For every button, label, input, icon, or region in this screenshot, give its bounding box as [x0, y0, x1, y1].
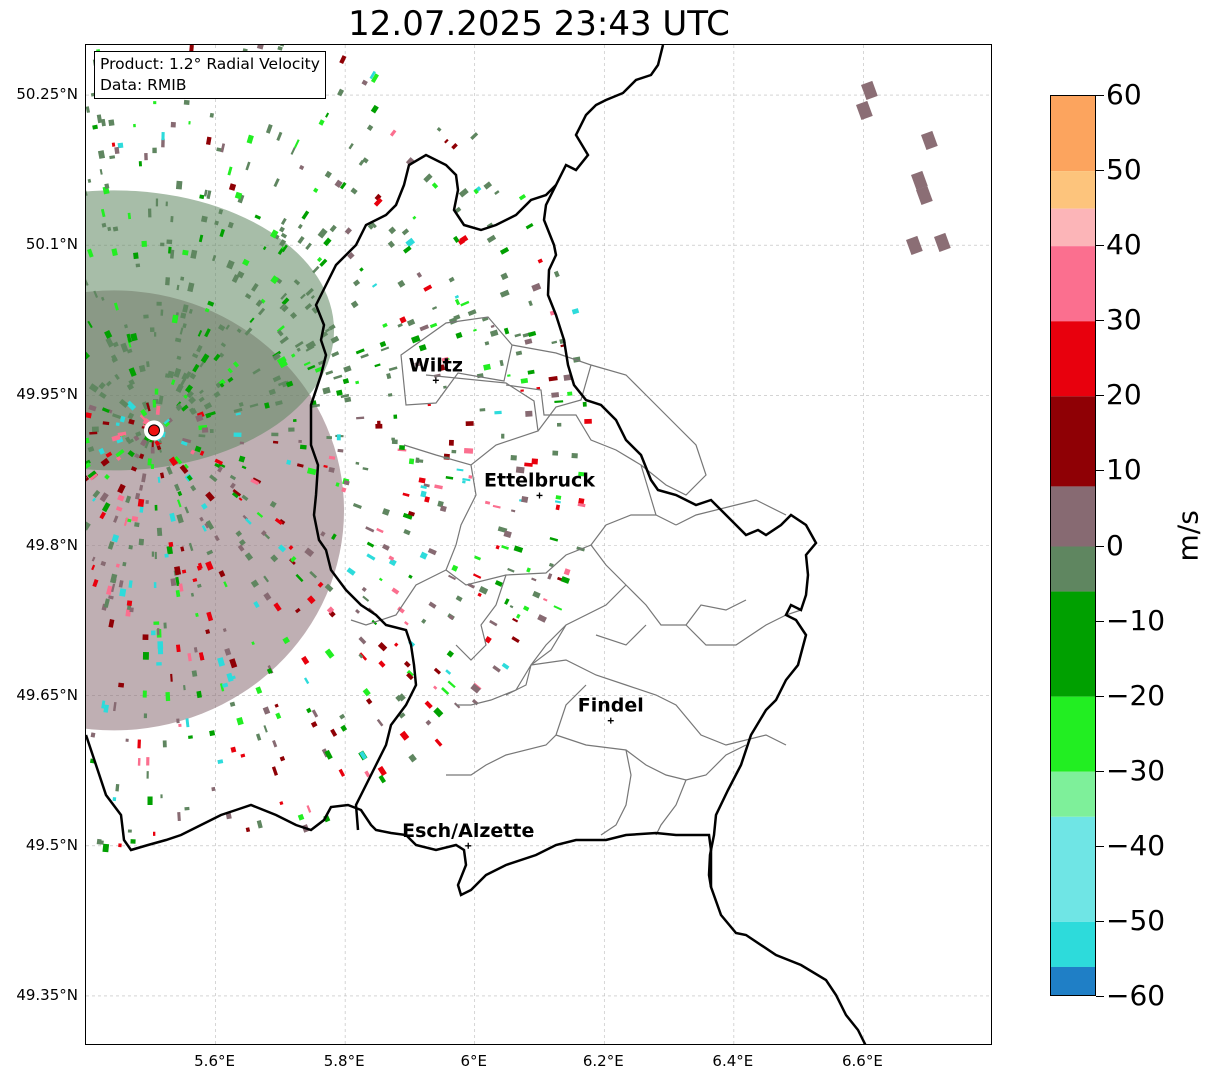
- colorbar-tick-label: 40: [1106, 228, 1142, 262]
- colorbar-band: [1051, 396, 1095, 487]
- longitude-tick-label: 6°E: [460, 1052, 487, 1070]
- city-marker: Ettelbruck: [484, 469, 595, 499]
- city-label: Findel: [578, 695, 644, 717]
- radar-echoes: [86, 45, 951, 853]
- radar-map[interactable]: Wiltz Ettelbruck Findel Esch/Alzette: [85, 44, 992, 1045]
- city-label: Esch/Alzette: [402, 820, 534, 842]
- colorbar-band: [1051, 486, 1095, 547]
- product-info-box: Product: 1.2° Radial Velocity Data: RMIB: [94, 51, 326, 99]
- city-marker: Wiltz: [409, 354, 463, 384]
- colorbar-tick-label: 30: [1106, 303, 1142, 337]
- data-source-label: Data: RMIB: [100, 76, 187, 94]
- colorbar-tick-label: 50: [1106, 153, 1142, 187]
- colorbar-tick-label: 60: [1106, 78, 1142, 111]
- colorbar-band: [1051, 696, 1095, 772]
- city-cross-icon: [432, 377, 439, 384]
- longitude-tick-label: 6.2°E: [582, 1052, 624, 1070]
- colorbar-tick-label: −50: [1106, 903, 1166, 937]
- colorbar-band: [1051, 96, 1095, 172]
- radar-site-marker: [144, 420, 165, 441]
- colorbar-band: [1051, 966, 1095, 995]
- colorbar-band: [1051, 771, 1095, 817]
- latitude-tick-label: 50.1°N: [25, 235, 78, 254]
- longitude-tick-label: 5.8°E: [323, 1052, 365, 1070]
- city-cross-icon: [607, 717, 614, 724]
- colorbar-tick-label: −20: [1106, 678, 1166, 712]
- colorbar-band: [1051, 591, 1095, 697]
- colorbar-tick-label: −60: [1106, 979, 1166, 1012]
- city-marker: Esch/Alzette: [402, 820, 534, 849]
- country-borders: [86, 45, 867, 1044]
- velocity-colorbar: [1050, 95, 1096, 996]
- radar-site-dot: [148, 424, 161, 437]
- colorbar-tick: [1096, 245, 1104, 247]
- colorbar-tick-label: −10: [1106, 603, 1166, 637]
- colorbar-band: [1051, 321, 1095, 397]
- product-label: Product: 1.2° Radial Velocity: [100, 55, 320, 73]
- colorbar-band: [1051, 546, 1095, 592]
- latitude-tick-label: 49.95°N: [16, 385, 78, 404]
- colorbar-tick: [1096, 170, 1104, 172]
- colorbar-tick: [1096, 996, 1104, 997]
- colorbar-band: [1051, 921, 1095, 967]
- colorbar-band: [1051, 208, 1095, 247]
- canton-boundaries: [350, 316, 802, 836]
- longitude-tick-label: 5.6°E: [194, 1052, 235, 1070]
- colorbar-tick: [1096, 845, 1104, 847]
- latitude-tick-label: 50.25°N: [16, 85, 78, 104]
- city-marker: Findel: [578, 695, 644, 724]
- latitude-tick-label: 49.5°N: [25, 835, 78, 854]
- latitude-tick-label: 49.35°N: [16, 985, 78, 1004]
- city-cross-icon: [536, 492, 543, 499]
- colorbar-tick-label: 0: [1106, 528, 1124, 562]
- colorbar-tick-label: 10: [1106, 453, 1142, 487]
- longitude-tick-label: 6.6°E: [842, 1052, 883, 1070]
- longitude-tick-label: 6.4°E: [712, 1052, 754, 1070]
- colorbar-tick: [1096, 470, 1104, 472]
- colorbar-tick: [1096, 920, 1104, 922]
- colorbar-band: [1051, 816, 1095, 922]
- colorbar-tick: [1096, 95, 1104, 96]
- colorbar-tick: [1096, 695, 1104, 697]
- map-canvas: Wiltz Ettelbruck Findel Esch/Alzette: [86, 45, 991, 1044]
- colorbar-tick: [1096, 620, 1104, 622]
- colorbar-band: [1051, 246, 1095, 322]
- colorbar-unit: m/s: [1171, 510, 1205, 562]
- colorbar-tick-label: 20: [1106, 378, 1142, 412]
- latitude-tick-label: 49.65°N: [16, 685, 78, 704]
- colorbar-tick-label: −30: [1106, 753, 1166, 787]
- colorbar-tick: [1096, 770, 1104, 772]
- city-label: Wiltz: [409, 354, 463, 376]
- city-cross-icon: [465, 842, 472, 849]
- colorbar-band: [1051, 171, 1095, 209]
- colorbar-tick: [1096, 395, 1104, 397]
- map-title: 12.07.2025 23:43 UTC: [348, 4, 730, 44]
- city-label: Ettelbruck: [484, 469, 595, 491]
- colorbar-tick: [1096, 545, 1104, 547]
- latitude-tick-label: 49.8°N: [25, 535, 78, 554]
- colorbar-gradient: [1051, 96, 1095, 995]
- colorbar-tick-label: −40: [1106, 828, 1166, 862]
- city-labels: Wiltz Ettelbruck Findel Esch/Alzette: [402, 354, 644, 849]
- colorbar-tick: [1096, 320, 1104, 322]
